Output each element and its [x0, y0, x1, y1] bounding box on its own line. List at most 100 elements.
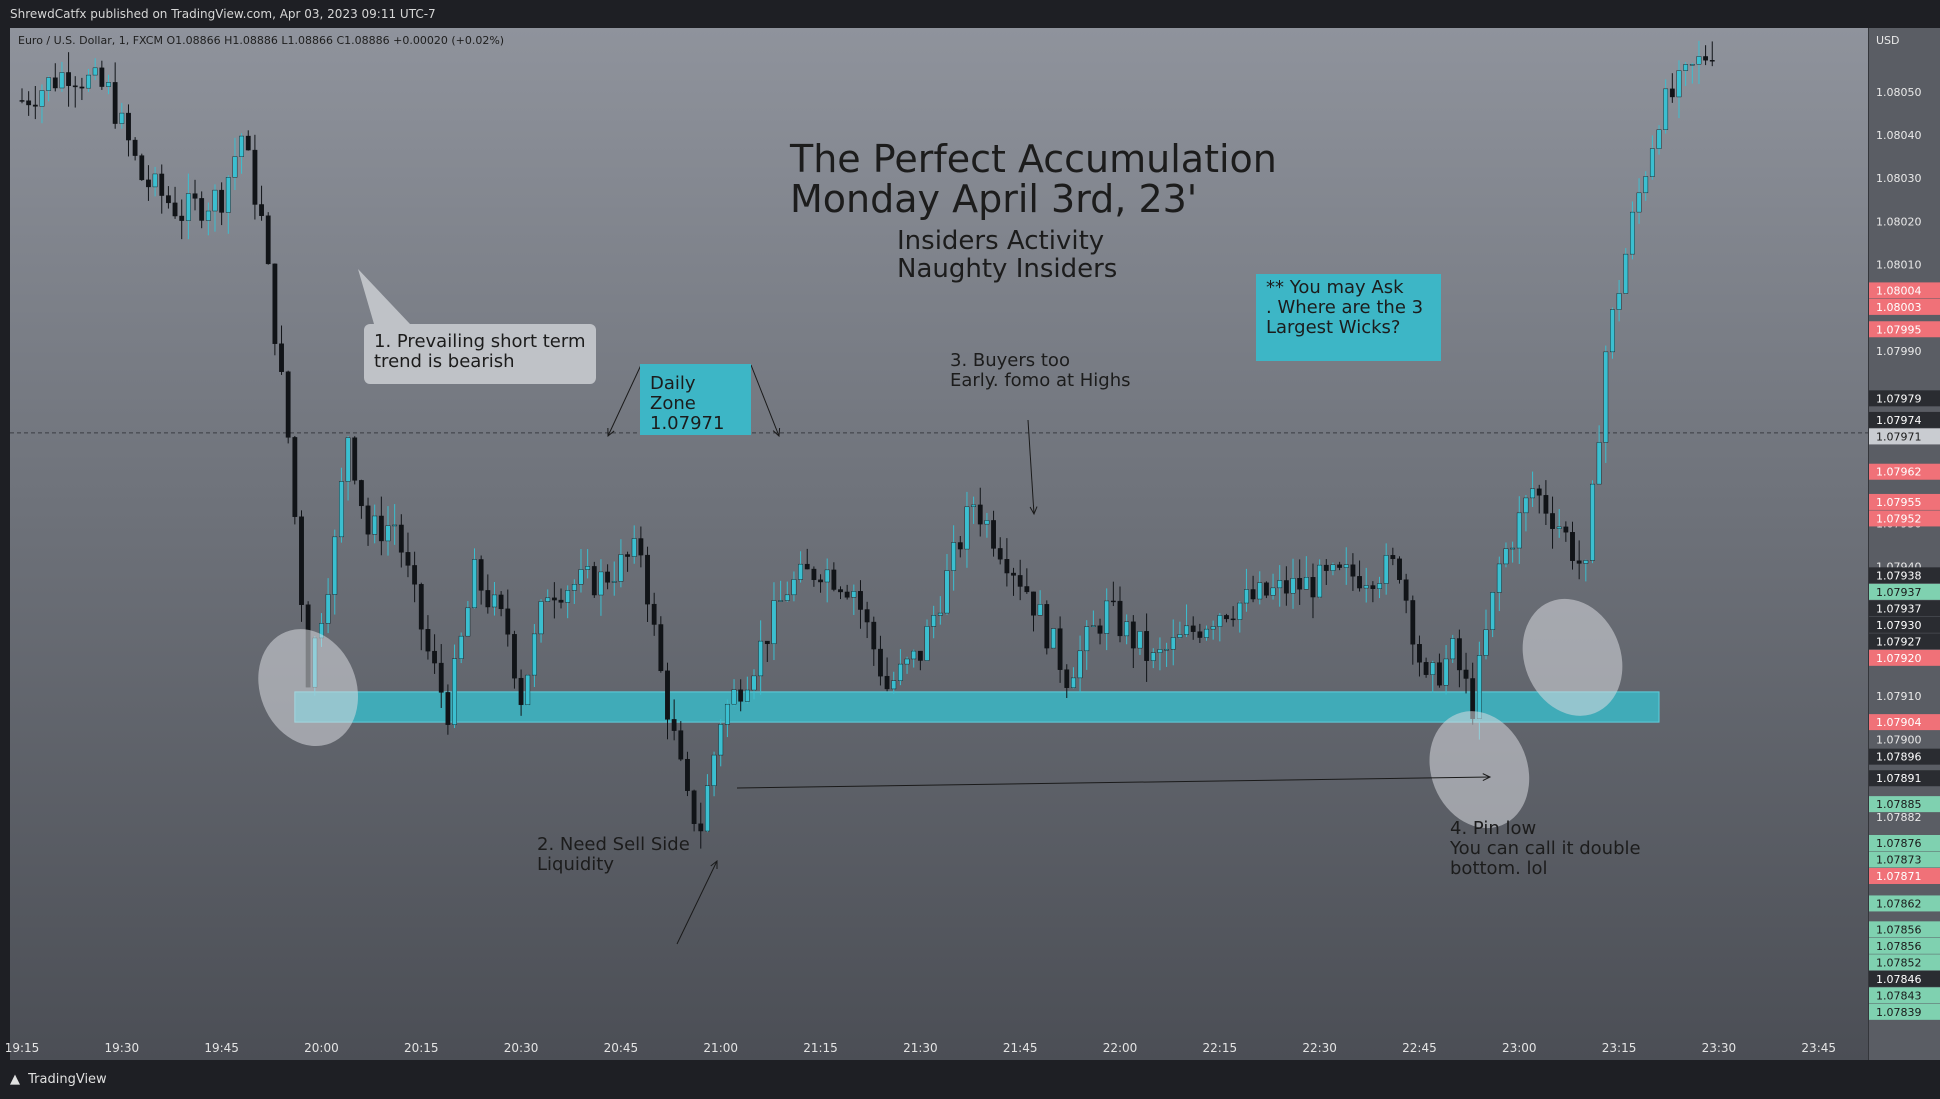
candle-body — [52, 77, 58, 89]
candle-body — [192, 193, 198, 199]
candle-body — [106, 82, 111, 87]
arrow-sell-side — [676, 860, 718, 945]
price-tag-label: 1.07839 — [1876, 1006, 1922, 1019]
candle-body — [651, 603, 657, 625]
price-tag-label: 1.07904 — [1876, 716, 1922, 729]
candle-body — [1403, 579, 1409, 601]
candle-body — [824, 569, 830, 583]
candle-body — [971, 504, 977, 508]
price-tag — [1869, 282, 1940, 299]
candle-body — [152, 173, 158, 188]
price-tag-label: 1.07995 — [1876, 323, 1922, 336]
candle-body — [1170, 637, 1176, 650]
candle-body — [1483, 629, 1489, 656]
candle-body — [997, 548, 1003, 560]
candle-body — [705, 785, 710, 832]
candle-body — [1184, 625, 1189, 635]
price-tag — [1869, 321, 1940, 338]
price-tick-label: 1.07882 — [1876, 811, 1922, 824]
candle-body — [1157, 649, 1163, 653]
candle-body — [412, 565, 418, 585]
candle-body — [179, 215, 185, 221]
candle-body — [265, 215, 271, 265]
callout-pointer — [358, 269, 410, 324]
tradingview-brand[interactable]: TradingView — [28, 1072, 107, 1087]
price-tag-label: 1.07952 — [1876, 512, 1922, 525]
candle-body — [1097, 625, 1103, 634]
price-tag — [1869, 649, 1940, 666]
candle-body — [598, 571, 604, 596]
candle-body — [924, 626, 930, 661]
candle-body — [1257, 582, 1263, 600]
price-tag — [1869, 937, 1940, 954]
candle-body — [1656, 129, 1662, 149]
candle-body — [911, 650, 917, 660]
candle-body — [944, 570, 950, 614]
candle-body — [904, 658, 910, 665]
candle-body — [1337, 564, 1343, 568]
price-tag-label: 1.07843 — [1876, 989, 1922, 1002]
price-tick-label: 1.07900 — [1876, 733, 1922, 746]
price-tag-label: 1.07871 — [1876, 870, 1922, 883]
price-tick-label: 1.08020 — [1876, 215, 1922, 228]
candle-body — [392, 524, 398, 527]
time-tick-label: 22:45 — [1402, 1041, 1437, 1055]
candle-body — [1683, 64, 1689, 71]
price-tag-label: 1.07937 — [1876, 586, 1922, 599]
tradingview-logo-icon[interactable]: ▲ — [10, 1072, 20, 1087]
candle-body — [272, 263, 278, 344]
candle-body — [1437, 662, 1442, 686]
candle-body — [1550, 513, 1555, 529]
price-axis[interactable] — [1868, 28, 1940, 1060]
candle-body — [718, 724, 724, 756]
candle-body — [1244, 589, 1249, 604]
candle-body — [132, 139, 138, 156]
candle-body — [1011, 572, 1016, 576]
candle-body — [438, 662, 444, 693]
price-tag — [1869, 567, 1940, 584]
price-tick-label: 1.08030 — [1876, 172, 1922, 185]
candle-body — [931, 615, 937, 627]
candle-body — [758, 640, 764, 677]
time-tick-label: 20:15 — [404, 1041, 439, 1055]
price-tag-label: 1.07955 — [1876, 496, 1922, 509]
price-tag — [1869, 770, 1940, 787]
chart-area[interactable] — [10, 28, 1868, 1060]
price-tag-label: 1.07920 — [1876, 652, 1922, 665]
candle-body — [798, 563, 803, 580]
price-tag-label: 1.07938 — [1876, 569, 1922, 582]
title-line-2: Monday April 3rd, 23' — [790, 177, 1198, 221]
candle-body — [764, 640, 770, 645]
candle-body — [1204, 628, 1209, 638]
candle-body — [804, 563, 810, 570]
price-tag-label: 1.07876 — [1876, 837, 1922, 850]
candle-body — [711, 754, 717, 787]
price-tag-label: 1.08004 — [1876, 284, 1922, 297]
candle-body — [1377, 583, 1382, 589]
arrow-daily-zone-left — [607, 364, 642, 437]
time-tick-label: 20:45 — [604, 1041, 639, 1055]
price-tag — [1869, 633, 1940, 650]
candle-body — [858, 591, 863, 610]
daily-zone-box: Daily Zone 1.07971 — [640, 364, 751, 435]
price-tag — [1869, 616, 1940, 633]
candle-body — [1110, 600, 1116, 603]
candle-body — [585, 566, 591, 570]
price-tag-label: 1.07891 — [1876, 772, 1922, 785]
candle-body — [1503, 548, 1509, 565]
candle-body — [1277, 580, 1283, 589]
candle-body — [1077, 650, 1083, 679]
candle-body — [685, 758, 690, 791]
candle-body — [1044, 604, 1050, 649]
price-tag — [1869, 411, 1940, 428]
highlight-ellipse-2 — [1429, 711, 1530, 829]
price-tag — [1869, 583, 1940, 600]
candle-body — [811, 568, 817, 581]
candle-body — [79, 86, 85, 89]
price-tag — [1869, 834, 1940, 851]
candle-body — [212, 189, 218, 212]
time-tick-label: 19:30 — [105, 1041, 140, 1055]
candle-body — [744, 689, 750, 702]
candle-body — [1177, 634, 1183, 638]
